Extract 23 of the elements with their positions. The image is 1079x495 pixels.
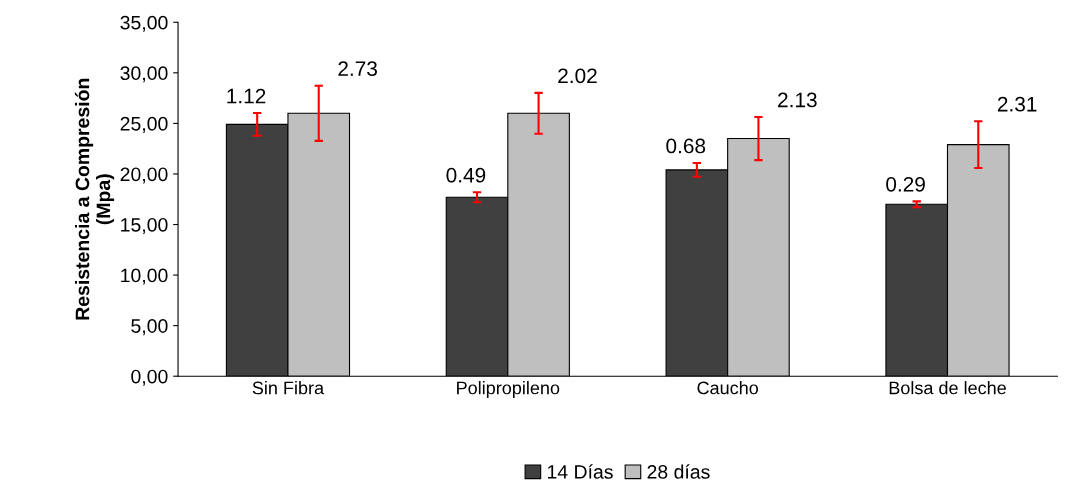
y-tick-label: 15,00 <box>121 217 168 235</box>
x-tick-label: Sin Fibra <box>252 381 325 395</box>
y-tick-label: 30,00 <box>120 66 168 83</box>
y-tick-label: 35,00 <box>120 15 168 32</box>
y-tick-label: 20,00 <box>120 167 168 184</box>
y-axis-title: Resistencia a Compresión (Mpa) <box>74 78 115 320</box>
annotation: 0.29 <box>886 176 925 192</box>
annotation: 2.02 <box>558 68 597 84</box>
annotation: 2.13 <box>778 92 817 108</box>
annotation: 0.68 <box>666 138 706 154</box>
x-tick-label: Caucho <box>697 381 759 395</box>
y-tick-label: 10,00 <box>121 268 168 285</box>
annotation: 2.31 <box>997 96 1037 112</box>
y-tick-label: 5,00 <box>131 319 168 336</box>
x-tick-label: Polipropileno <box>457 381 560 398</box>
y-tick-label: 0,00 <box>131 369 168 386</box>
annotation: 2.73 <box>338 61 377 76</box>
y-tick-label: 25,00 <box>120 116 168 133</box>
legend-label: 14 Días <box>547 464 613 479</box>
annotation: 1.12 <box>227 88 266 104</box>
legend-label: 28 días <box>647 464 710 479</box>
annotation: 0.49 <box>446 167 486 183</box>
x-tick-label: Bolsa de leche <box>889 381 1006 395</box>
